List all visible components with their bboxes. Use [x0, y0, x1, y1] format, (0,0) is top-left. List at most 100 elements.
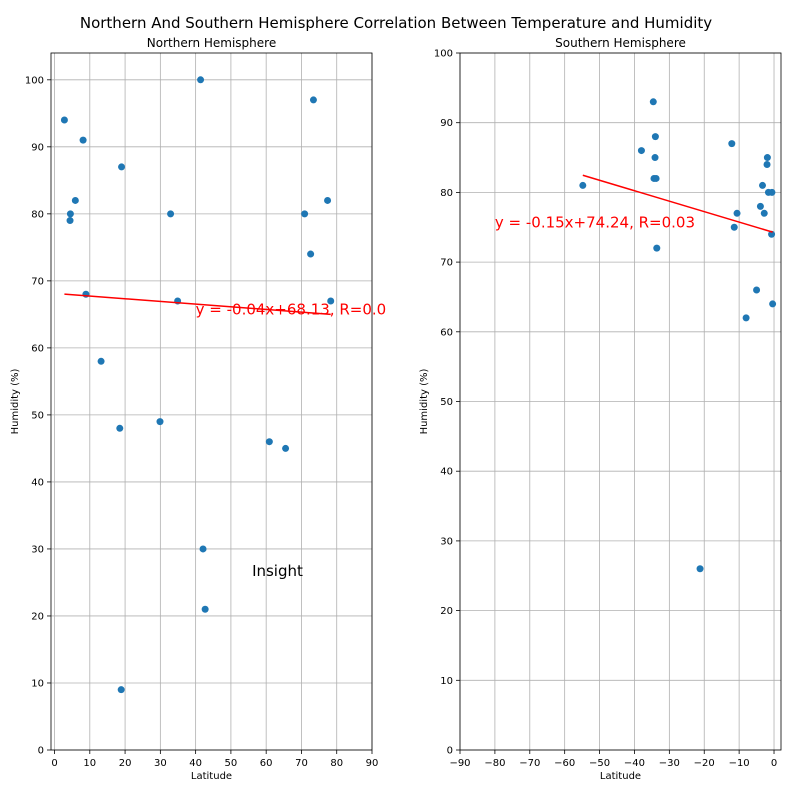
annotation-text: Insight: [252, 562, 303, 580]
y-tick-label: 100: [434, 49, 453, 60]
data-point: [759, 181, 767, 189]
x-axis-label: Latitude: [191, 771, 232, 782]
y-tick-label: 50: [31, 410, 44, 421]
plot-frame: [459, 52, 782, 751]
y-axis-label: Humidity (%): [10, 368, 21, 434]
data-point: [769, 300, 777, 308]
data-point: [282, 444, 290, 452]
x-tick-label: −90: [449, 758, 470, 769]
data-point: [197, 76, 205, 84]
y-tick-label: 20: [440, 606, 453, 617]
data-point: [66, 217, 74, 225]
y-tick-label: 30: [440, 536, 453, 547]
figure-title: Northern And Southern Hemisphere Correla…: [80, 14, 712, 32]
x-tick-label: 70: [295, 758, 308, 769]
data-point: [753, 286, 761, 294]
y-tick-label: 90: [31, 142, 44, 153]
y-tick-label: 20: [31, 611, 44, 622]
data-point: [768, 230, 776, 238]
data-point: [71, 196, 79, 204]
y-tick-label: 0: [38, 746, 44, 757]
x-tick-label: −60: [554, 758, 575, 769]
data-point: [579, 181, 587, 189]
x-tick-label: 0: [51, 758, 57, 769]
y-tick-label: 10: [440, 676, 453, 687]
regression-line: [582, 174, 773, 233]
y-tick-label: 80: [440, 188, 453, 199]
data-point: [756, 202, 764, 210]
x-tick-label: −10: [729, 758, 750, 769]
data-point: [651, 154, 659, 162]
x-tick-label: −70: [519, 758, 540, 769]
chart-title: Southern Hemisphere: [555, 36, 686, 50]
y-tick-label: 70: [31, 276, 44, 287]
data-point: [733, 209, 741, 217]
data-point: [307, 250, 315, 258]
data-point: [199, 545, 207, 553]
y-tick-label: 70: [440, 258, 453, 269]
northern-hemisphere-chart: 0 10 20 30 40 50 60 70 80 90 0 10 20 30 40 50 60 70 80 90 10…: [10, 36, 386, 782]
data-point: [763, 161, 771, 169]
data-point: [730, 223, 738, 231]
x-tick-label: 40: [189, 758, 202, 769]
plot-frame: [50, 52, 373, 751]
regression-equation: y = -0.04x+68.13, R=0.0: [196, 300, 387, 318]
y-tick-label: 80: [31, 209, 44, 220]
y-tick-label: 10: [31, 678, 44, 689]
x-tick-label: 30: [154, 758, 167, 769]
data-point: [156, 418, 164, 426]
x-axis-label: Latitude: [600, 771, 641, 782]
y-axis-label: Humidity (%): [419, 368, 430, 434]
data-point: [265, 438, 273, 446]
data-point: [117, 686, 125, 694]
data-point: [742, 314, 750, 322]
y-tick-label: 60: [31, 343, 44, 354]
regression-line: [64, 293, 331, 316]
x-tick-label: −20: [694, 758, 715, 769]
x-tick-label: 20: [119, 758, 132, 769]
data-point: [167, 210, 175, 218]
data-point: [118, 163, 126, 171]
x-tick-label: 90: [366, 758, 379, 769]
x-tick-label: 10: [83, 758, 96, 769]
data-point: [309, 96, 317, 104]
x-tick-label: −40: [624, 758, 645, 769]
y-tick-label: 30: [31, 544, 44, 555]
y-tick-label: 50: [440, 397, 453, 408]
data-point: [79, 136, 87, 144]
y-tick-label: 40: [440, 467, 453, 478]
data-point: [760, 209, 768, 217]
data-point: [201, 605, 209, 613]
x-tick-label: 60: [260, 758, 273, 769]
y-tick-label: 60: [440, 327, 453, 338]
southern-hemisphere-chart: −90 −80 −70 −60 −50 −40 −30 −20 −10 0 0 10 20 30 40 50 6…: [419, 36, 782, 782]
data-point: [637, 147, 645, 155]
data-point: [60, 116, 68, 124]
y-tick-label: 0: [447, 746, 453, 757]
data-point: [651, 133, 659, 141]
data-point: [66, 210, 74, 218]
chart-title: Northern Hemisphere: [147, 36, 276, 50]
x-tick-label: −80: [484, 758, 505, 769]
data-point: [653, 244, 661, 252]
x-tick-label: −30: [659, 758, 680, 769]
data-point: [652, 174, 660, 182]
y-tick-label: 90: [440, 118, 453, 129]
y-tick-label: 40: [31, 477, 44, 488]
data-point: [301, 210, 309, 218]
data-point: [763, 154, 771, 162]
y-tick-label: 100: [25, 75, 44, 86]
data-point: [768, 188, 776, 196]
data-point: [97, 357, 105, 365]
data-point: [728, 140, 736, 148]
regression-equation: y = -0.15x+74.24, R=0.03: [495, 213, 695, 231]
data-point: [324, 196, 332, 204]
x-tick-label: −50: [589, 758, 610, 769]
data-point: [649, 98, 657, 106]
x-tick-label: 80: [330, 758, 343, 769]
x-tick-label: 50: [225, 758, 238, 769]
data-point: [327, 297, 335, 305]
x-tick-label: 0: [771, 758, 777, 769]
data-point: [116, 424, 124, 432]
